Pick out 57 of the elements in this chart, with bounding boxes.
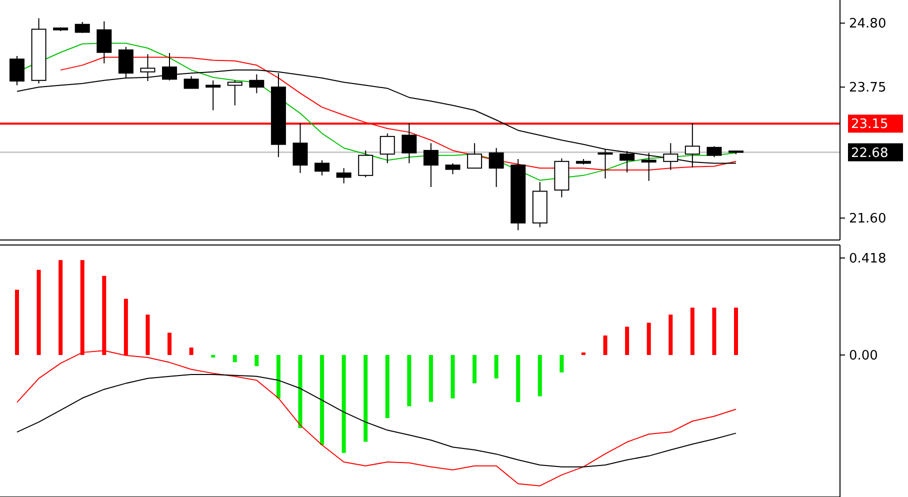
bar (450, 354, 455, 398)
bar (146, 314, 150, 355)
bar (690, 308, 694, 355)
bar (407, 354, 412, 406)
candlestick (467, 142, 482, 169)
bar (36, 270, 41, 355)
candlestick (336, 168, 352, 184)
bar (320, 354, 324, 446)
bar (254, 354, 259, 366)
candlestick (488, 148, 504, 188)
bar (538, 354, 542, 396)
candlestick (423, 142, 438, 188)
candlestick (292, 122, 308, 174)
bar (15, 290, 19, 355)
line-series (16, 374, 736, 468)
y-tick-label: 0.00 (849, 348, 878, 364)
candlestick (445, 162, 460, 175)
bar (58, 260, 63, 355)
y-tick-label: 23.75 (849, 80, 886, 96)
bar (734, 308, 738, 355)
ref-line-label: 22.68 (851, 146, 888, 161)
candlestick (358, 150, 374, 178)
y-tick-label: 21.60 (849, 212, 886, 227)
candlestick (96, 20, 112, 64)
bar (560, 354, 564, 372)
candlestick (402, 122, 417, 164)
candlestick (380, 132, 395, 164)
candlestick (74, 21, 90, 34)
bar (298, 354, 302, 428)
bar (276, 354, 280, 398)
bar (646, 322, 651, 355)
candlestick (706, 146, 722, 158)
bar (712, 308, 716, 355)
bar (168, 332, 172, 355)
bar (494, 354, 498, 378)
y-tick-label: 0.418 (849, 252, 886, 267)
candlestick (10, 56, 24, 86)
bar (189, 348, 194, 355)
bar (625, 326, 630, 355)
candlestick (184, 76, 199, 89)
bar (232, 354, 237, 362)
candlestick (206, 80, 221, 111)
bar (385, 354, 390, 418)
candlestick (227, 80, 242, 106)
bar (668, 314, 673, 355)
bar (603, 335, 608, 355)
ref-line-label: 23.15 (851, 117, 888, 132)
bar (581, 352, 586, 355)
bar (342, 354, 346, 453)
bar (364, 354, 368, 442)
candlestick (314, 160, 330, 176)
y-tick-label: 24.80 (849, 16, 886, 32)
bar (516, 354, 520, 402)
bar (211, 354, 216, 358)
bar (428, 354, 433, 402)
candlestick (249, 74, 264, 94)
bar (472, 354, 477, 384)
